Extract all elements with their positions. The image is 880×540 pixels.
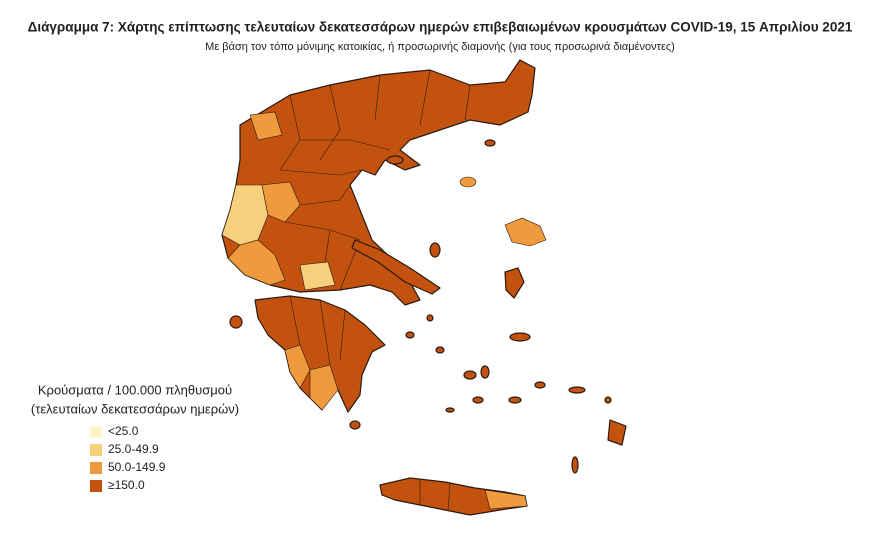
legend-label: ≥150.0 — [108, 478, 145, 492]
title: Διάγραμμα 7: Χάρτης επίπτωσης τελευταίων… — [28, 20, 853, 35]
island — [472, 396, 484, 404]
legend: <25.0 25.0-49.9 50.0-149.9 ≥150.0 — [90, 424, 166, 492]
region-borders — [279, 69, 471, 291]
region — [284, 344, 311, 389]
island — [349, 420, 361, 430]
legend-swatch — [90, 480, 102, 492]
island — [459, 176, 477, 188]
region — [299, 261, 336, 291]
region — [484, 489, 528, 510]
island — [429, 242, 441, 258]
island — [463, 370, 477, 380]
island — [509, 332, 531, 342]
island — [229, 315, 243, 329]
legend-swatch — [90, 444, 102, 456]
legend-swatch — [90, 462, 102, 474]
chios — [504, 267, 525, 299]
euboea — [351, 239, 441, 295]
legend-label: 25.0-49.9 — [108, 442, 159, 456]
legend-label: 50.0-149.9 — [108, 460, 166, 474]
legend-title: Κρούσματα / 100.000 πληθυσμού — [38, 382, 232, 397]
lesvos — [504, 217, 547, 247]
rhodes — [607, 419, 627, 446]
island — [386, 155, 404, 165]
region — [261, 181, 301, 223]
island — [484, 139, 496, 147]
island — [604, 396, 612, 404]
island — [534, 381, 546, 389]
island — [480, 365, 490, 379]
region — [227, 239, 286, 286]
legend-title: (τελευταίων δεκατεσσάρων ημερών) — [31, 401, 239, 416]
region — [249, 111, 283, 141]
legend-label: <25.0 — [108, 424, 139, 438]
subtitle: Με βάση τον τόπο μόνιμης κατοικίας, ή πρ… — [205, 41, 675, 53]
island — [571, 456, 579, 474]
legend-swatch — [90, 426, 102, 438]
island — [405, 331, 415, 339]
island — [568, 386, 586, 394]
region-borders — [289, 295, 346, 366]
island — [508, 396, 522, 404]
region — [309, 364, 339, 411]
region-borders — [419, 480, 451, 512]
greece-map — [221, 59, 627, 516]
island — [445, 407, 455, 413]
island — [435, 346, 445, 354]
island — [426, 314, 434, 322]
